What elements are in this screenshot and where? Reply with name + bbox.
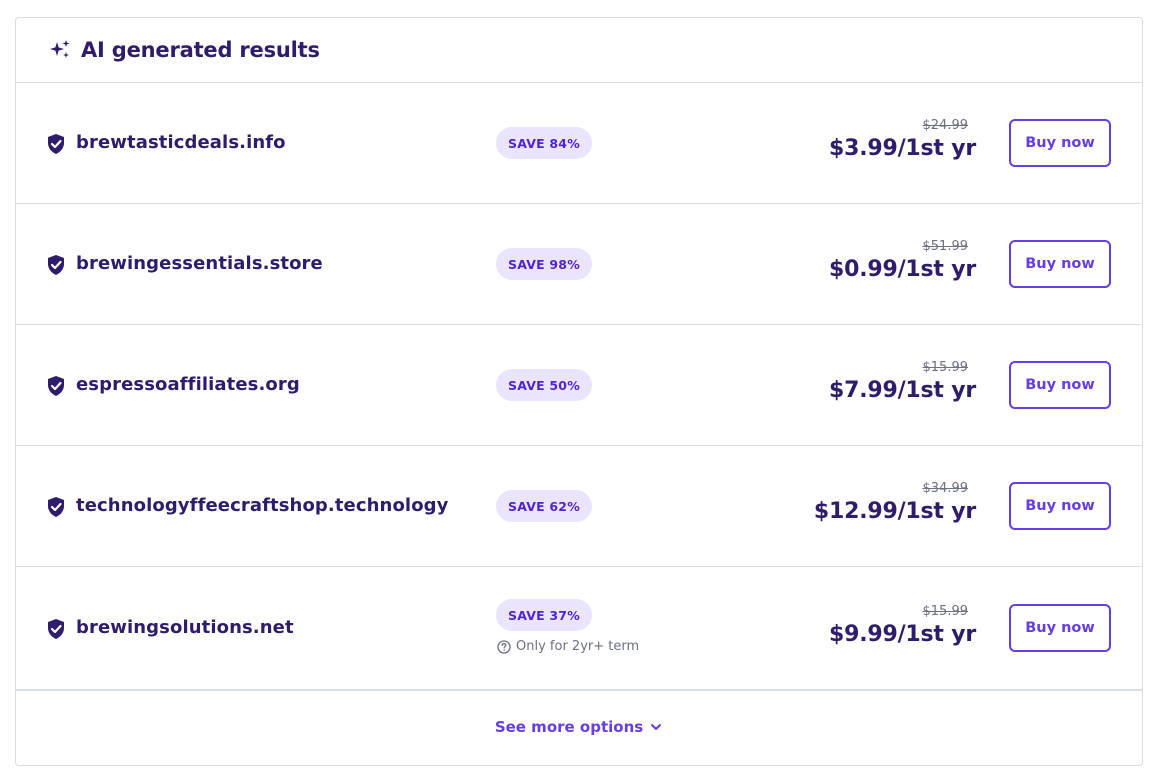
results-title: AI generated results [81, 38, 320, 62]
domain-name: brewingsolutions.net [76, 617, 294, 638]
results-header: AI generated results [16, 18, 1142, 83]
discount-price: $12.99/1st yr [813, 499, 976, 524]
save-badge: SAVE 98% [496, 248, 592, 280]
result-row: technologyffeecraftshop.technology SAVE … [16, 446, 1142, 567]
term-note-text: Only for 2yr+ term [516, 639, 640, 654]
original-price: $34.99 [922, 481, 969, 496]
buy-now-button[interactable]: Buy now [1009, 240, 1111, 288]
original-price: $24.99 [922, 118, 969, 133]
price-block: $15.99 $9.99/1st yr [829, 604, 976, 647]
buy-now-button[interactable]: Buy now [1009, 119, 1111, 167]
see-more-options-link[interactable]: See more options [495, 718, 663, 736]
discount-price: $0.99/1st yr [829, 257, 976, 282]
discount-price: $3.99/1st yr [829, 136, 976, 161]
discount-price: $9.99/1st yr [829, 622, 976, 647]
see-more-label: See more options [494, 717, 644, 736]
original-price: $15.99 [922, 604, 969, 619]
term-note: Only for 2yr+ term [497, 639, 639, 654]
domain-name: brewtasticdeals.info [76, 132, 286, 153]
shield-check-icon [46, 254, 66, 276]
buy-now-button[interactable]: Buy now [1009, 604, 1111, 652]
domain-name: espressoaffiliates.org [76, 374, 300, 395]
discount-price: $7.99/1st yr [829, 378, 976, 403]
price-block: $24.99 $3.99/1st yr [829, 118, 976, 161]
original-price: $51.99 [922, 239, 969, 254]
question-circle-icon[interactable] [497, 639, 511, 654]
chevron-down-icon [649, 720, 663, 734]
save-badge: SAVE 50% [496, 369, 592, 401]
domain-name: brewingessentials.store [76, 253, 323, 274]
price-block: $51.99 $0.99/1st yr [829, 239, 976, 282]
save-badge: SAVE 62% [496, 490, 592, 522]
result-row: brewtasticdeals.info SAVE 84% $24.99 $3.… [16, 83, 1142, 204]
shield-check-icon [46, 375, 66, 397]
sparkle-icon [48, 38, 72, 62]
buy-now-button[interactable]: Buy now [1009, 361, 1111, 409]
original-price: $15.99 [922, 360, 969, 375]
price-block: $15.99 $7.99/1st yr [829, 360, 976, 403]
shield-check-icon [46, 618, 66, 640]
save-badge: SAVE 84% [496, 127, 592, 159]
result-row: brewingsolutions.net SAVE 37% Only for 2… [16, 567, 1142, 691]
result-row: brewingessentials.store SAVE 98% $51.99 … [16, 204, 1142, 325]
shield-check-icon [46, 496, 66, 518]
results-card: AI generated results brewtasticdeals.inf… [15, 17, 1143, 766]
domain-name: technologyffeecraftshop.technology [76, 495, 449, 516]
result-row: espressoaffiliates.org SAVE 50% $15.99 $… [16, 325, 1142, 446]
results-footer: See more options [16, 691, 1142, 762]
price-block: $34.99 $12.99/1st yr [814, 481, 976, 524]
shield-check-icon [46, 133, 66, 155]
buy-now-button[interactable]: Buy now [1009, 482, 1111, 530]
save-badge: SAVE 37% [496, 599, 592, 631]
